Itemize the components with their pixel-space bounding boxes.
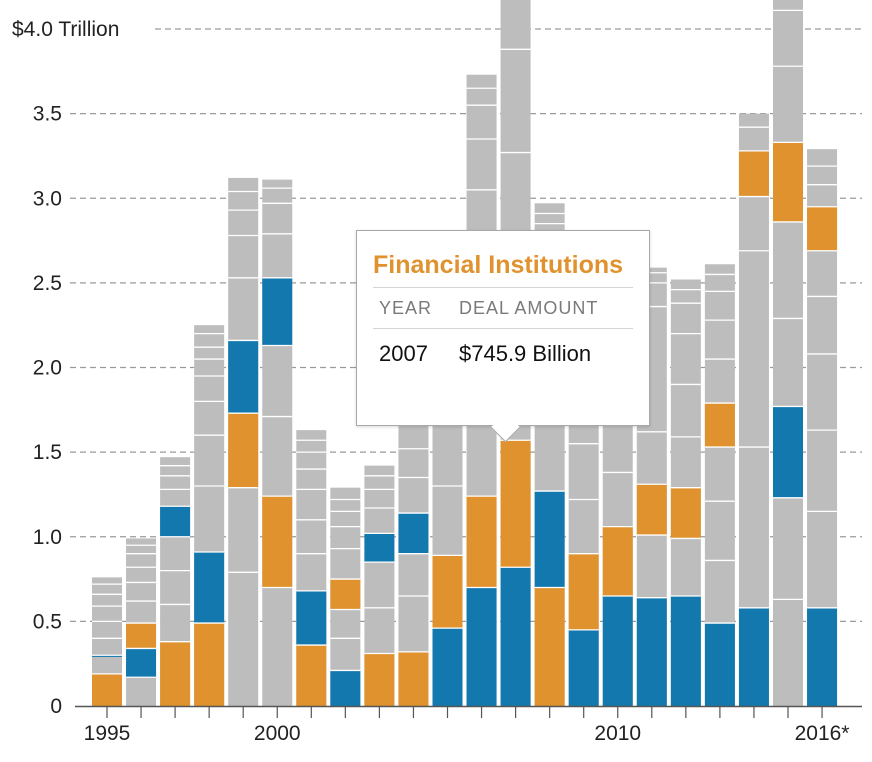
bar-highlight-segment-blue[interactable] — [364, 533, 395, 563]
bar-1996[interactable] — [126, 538, 157, 706]
bar-highlight-segment-orange[interactable] — [126, 623, 157, 649]
bars — [92, 0, 838, 707]
bar-highlight-segment-blue[interactable] — [738, 607, 769, 706]
bar-highlight-segment-blue[interactable] — [228, 340, 259, 414]
tooltip-table: YEAR DEAL AMOUNT 2007 $745.9 Billion — [373, 287, 633, 379]
bar-highlight-segment-blue[interactable] — [704, 623, 735, 706]
x-tick-label: 2016* — [795, 722, 850, 745]
y-tick-label: 3.5 — [33, 103, 62, 126]
bar-2016[interactable] — [807, 149, 838, 707]
bar-highlight-segment-orange[interactable] — [330, 579, 361, 610]
bar-2015[interactable] — [773, 0, 803, 706]
tooltip-year: 2007 — [379, 341, 428, 366]
bar-2003[interactable] — [364, 465, 395, 706]
tooltip-amount: $745.9 Billion — [459, 341, 592, 366]
bar-highlight-segment-orange[interactable] — [807, 206, 838, 251]
bar-highlight-segment-orange[interactable] — [160, 641, 191, 706]
tooltip: Financial Institutions YEAR DEAL AMOUNT … — [356, 230, 650, 443]
bar-highlight-segment-orange[interactable] — [466, 496, 497, 588]
bar-highlight-segment-orange[interactable] — [398, 651, 429, 706]
bar-base-segment — [262, 179, 293, 706]
bar-1997[interactable] — [160, 457, 191, 706]
bar-highlight-segment-orange[interactable] — [602, 526, 633, 596]
bar-2000[interactable] — [262, 179, 293, 706]
bar-2004[interactable] — [398, 409, 429, 706]
bar-highlight-segment-orange[interactable] — [296, 645, 327, 706]
bar-highlight-segment-blue[interactable] — [398, 513, 429, 554]
bar-highlight-segment-blue[interactable] — [126, 648, 157, 678]
bar-highlight-segment-blue[interactable] — [636, 597, 667, 706]
y-tick-label: 2.5 — [33, 272, 62, 295]
bar-highlight-segment-orange[interactable] — [92, 673, 122, 706]
bar-highlight-segment-orange[interactable] — [432, 555, 463, 629]
bar-highlight-segment-blue[interactable] — [160, 506, 191, 537]
bar-2009[interactable] — [568, 414, 599, 706]
tooltip-header-amount: DEAL AMOUNT — [459, 297, 599, 318]
bar-highlight-segment-blue[interactable] — [773, 406, 803, 498]
tooltip-header-year: YEAR — [379, 297, 433, 318]
y-tick-label: 0 — [50, 695, 62, 718]
bar-highlight-segment-blue[interactable] — [500, 567, 531, 706]
x-axis-labels: 1995 2000 2010 2016* — [84, 722, 850, 745]
y-tick-label: 3.0 — [33, 187, 62, 210]
bar-highlight-segment-orange[interactable] — [500, 440, 531, 568]
tooltip-header-row: YEAR DEAL AMOUNT — [373, 288, 633, 329]
bar-highlight-segment-orange[interactable] — [738, 150, 769, 197]
x-tick-label: 1995 — [84, 722, 131, 745]
y-axis-labels: 0 0.5 1.0 1.5 2.0 2.5 3.0 3.5 $4.0 Trillion — [12, 18, 119, 718]
bar-highlight-segment-blue[interactable] — [568, 629, 599, 706]
bar-highlight-segment-orange[interactable] — [568, 553, 599, 630]
x-tick-label: 2000 — [254, 722, 301, 745]
bar-highlight-segment-blue[interactable] — [807, 607, 838, 706]
x-tick-label: 2010 — [594, 722, 641, 745]
bar-1995[interactable] — [92, 577, 122, 706]
tooltip-title: Financial Institutions — [373, 251, 624, 279]
bar-2014[interactable] — [738, 113, 769, 706]
bar-highlight-segment-orange[interactable] — [670, 487, 701, 539]
bar-highlight-segment-orange[interactable] — [636, 484, 667, 536]
bar-highlight-segment-blue[interactable] — [602, 595, 633, 706]
x-axis — [75, 705, 862, 718]
bar-highlight-segment-blue[interactable] — [670, 595, 701, 706]
bar-highlight-segment-blue[interactable] — [534, 491, 565, 588]
bar-highlight-segment-orange[interactable] — [534, 587, 565, 706]
bar-highlight-segment-blue[interactable] — [330, 670, 361, 706]
bar-highlight-segment-orange[interactable] — [704, 403, 735, 448]
bar-highlight-segment-blue[interactable] — [466, 587, 497, 706]
bar-2008[interactable] — [534, 203, 565, 706]
bar-highlight-segment-blue[interactable] — [92, 655, 122, 657]
bar-base-segment — [126, 538, 157, 706]
bar-highlight-segment-orange[interactable] — [262, 496, 293, 588]
bar-highlight-segment-orange[interactable] — [364, 653, 395, 706]
y-tick-label: 1.0 — [33, 526, 62, 549]
y-tick-label: $4.0 Trillion — [12, 18, 119, 41]
bar-highlight-segment-orange[interactable] — [194, 623, 225, 706]
bar-2002[interactable] — [330, 487, 361, 706]
tooltip-data-row: 2007 $745.9 Billion — [373, 329, 633, 379]
bar-1999[interactable] — [228, 177, 259, 706]
bar-1998[interactable] — [194, 325, 225, 706]
bar-highlight-segment-blue[interactable] — [296, 590, 327, 646]
bar-highlight-segment-blue[interactable] — [432, 628, 463, 706]
bar-base-segment — [773, 0, 803, 706]
bar-highlight-segment-orange[interactable] — [773, 142, 803, 222]
y-tick-label: 2.0 — [33, 357, 62, 380]
bar-2001[interactable] — [296, 430, 327, 706]
y-tick-label: 1.5 — [33, 441, 62, 464]
bar-2012[interactable] — [670, 279, 701, 706]
bar-highlight-segment-blue[interactable] — [194, 551, 225, 624]
bar-highlight-segment-blue[interactable] — [262, 277, 293, 346]
bar-2013[interactable] — [704, 264, 735, 706]
bar-highlight-segment-orange[interactable] — [228, 413, 259, 488]
y-tick-label: 0.5 — [33, 610, 62, 633]
